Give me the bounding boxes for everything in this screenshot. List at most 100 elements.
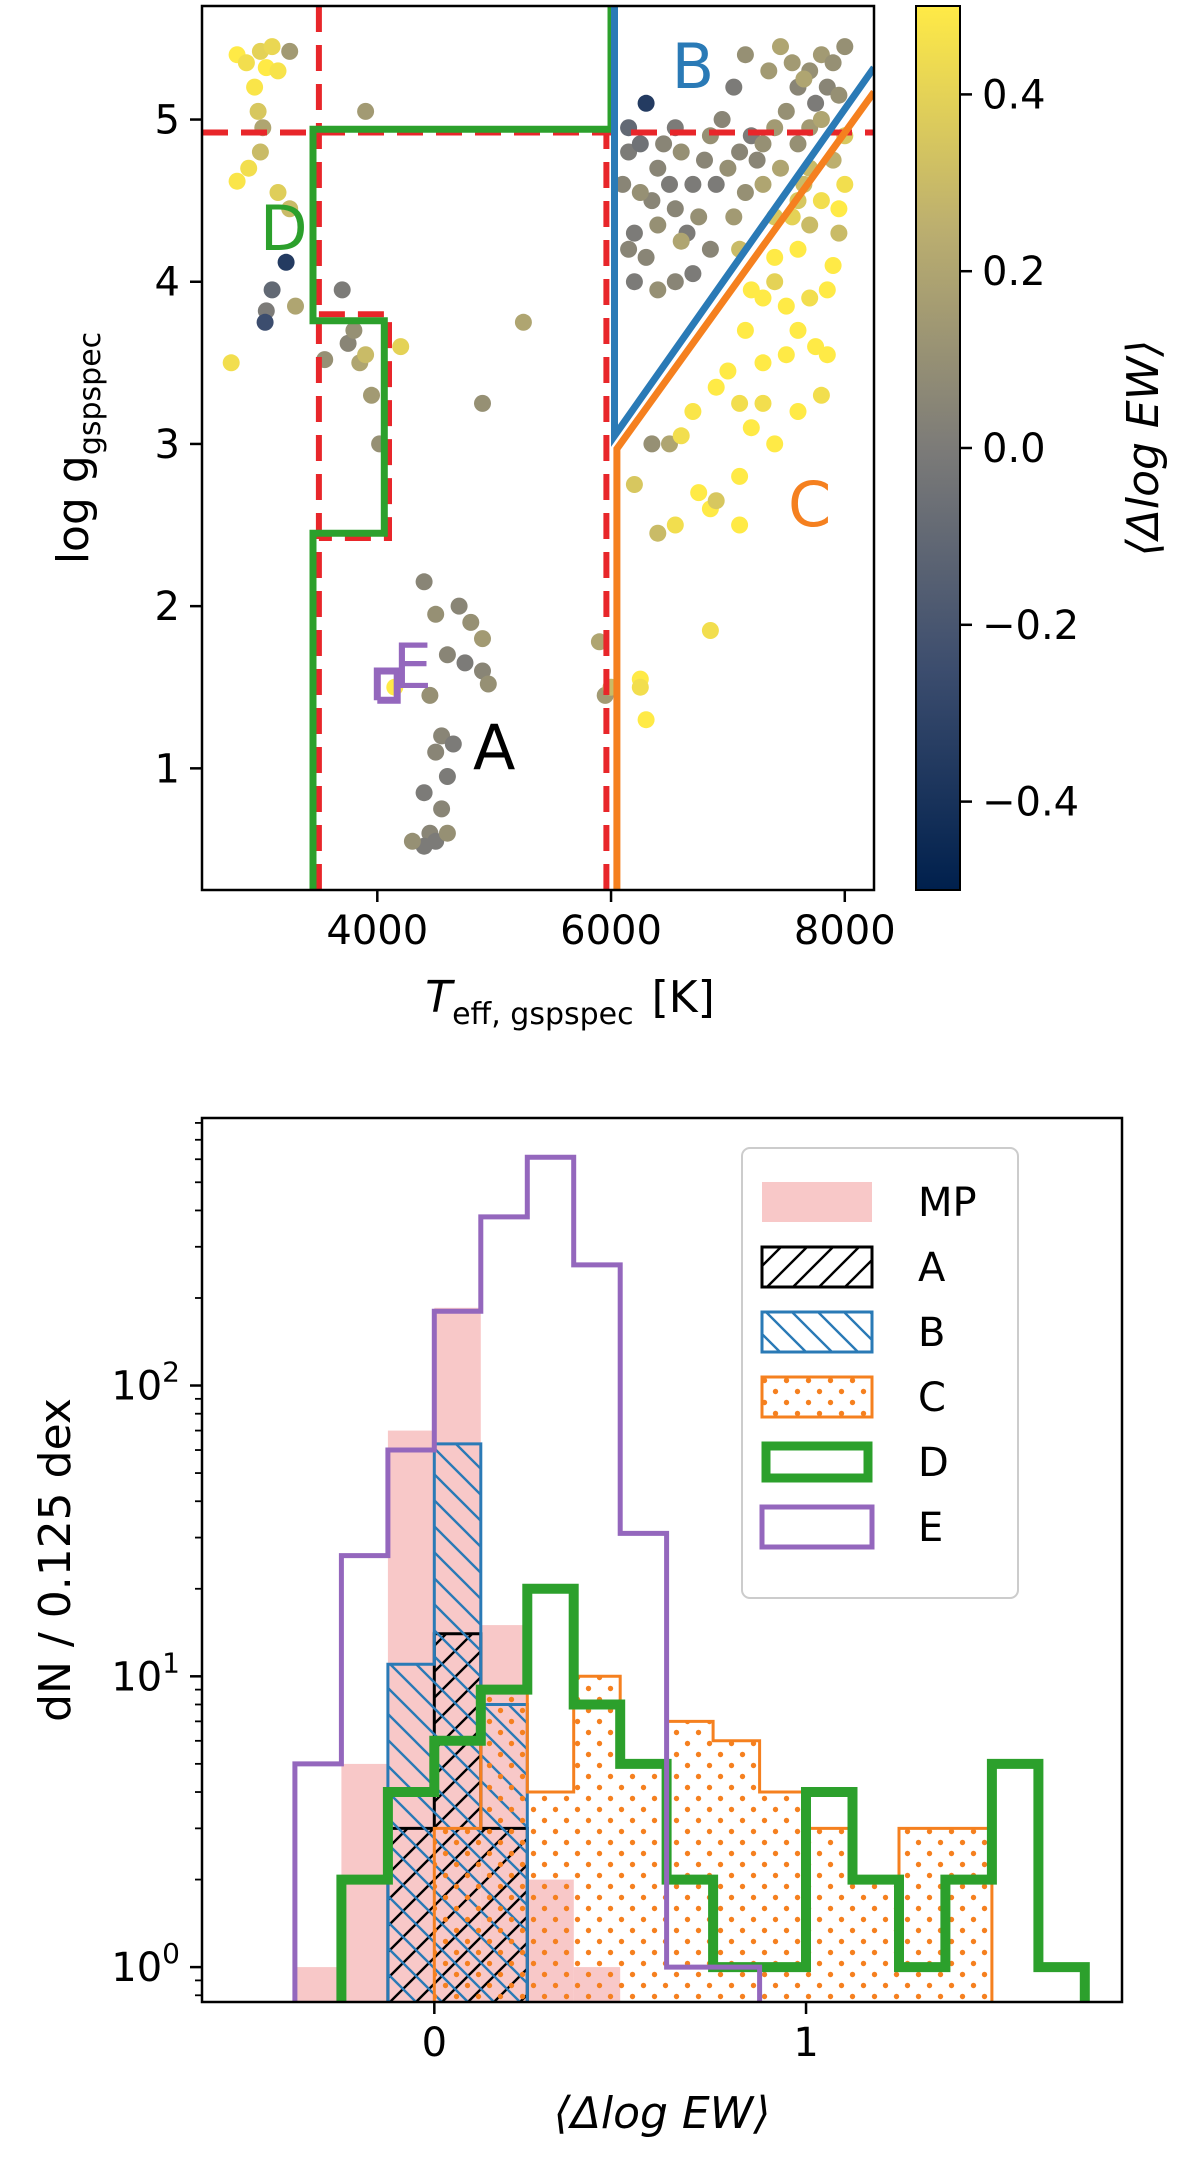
scatter-point-128 xyxy=(830,86,848,104)
scatter-point-83 xyxy=(801,289,819,307)
scatter-x-ticks: 4000 6000 8000 xyxy=(326,890,896,954)
hist-y-tick-exponent-1: 1 xyxy=(162,1646,180,1679)
hist-y-tick-base-0: 10 xyxy=(111,1945,162,1991)
histogram-x-axis-label: ⟨Δlog EW⟩ xyxy=(554,2088,771,2139)
region-label-D: D xyxy=(260,192,308,265)
scatter-point-31 xyxy=(415,573,433,591)
scatter-y-axis-label: log ggspspec xyxy=(48,332,108,564)
scatter-point-21 xyxy=(339,334,357,352)
hist-y-tick-label-2: 102 xyxy=(111,1356,180,1410)
scatter-point-45 xyxy=(415,784,433,802)
hist-y-tick-exponent-0: 0 xyxy=(162,1937,180,1970)
scatter-point-132 xyxy=(625,224,643,242)
scatter-y-tick-label-2: 3 xyxy=(155,422,180,468)
legend-swatch-D xyxy=(761,1441,873,1483)
scatter-point-11 xyxy=(228,172,246,190)
scatter-point-155 xyxy=(736,46,754,64)
scatter-point-144 xyxy=(631,184,649,201)
scatter-point-84 xyxy=(824,257,842,274)
scatter-point-67 xyxy=(690,484,708,502)
scatter-point-158 xyxy=(713,111,731,128)
hist-x-tick-label-0: 0 xyxy=(422,2020,447,2066)
boundary-B xyxy=(611,6,874,447)
scatter-point-73 xyxy=(701,622,719,639)
legend-label-E: E xyxy=(918,1505,943,1551)
scatter-point-119 xyxy=(777,102,795,120)
scatter-point-89 xyxy=(836,175,854,193)
scatter-point-154 xyxy=(760,62,778,80)
scatter-point-163 xyxy=(830,224,848,242)
colorbar-tick-label-0: 0.4 xyxy=(982,72,1046,118)
scatter-point-153 xyxy=(812,111,830,128)
scatter-point-87 xyxy=(789,240,807,258)
scatter-point-14 xyxy=(277,253,295,271)
scatter-point-1 xyxy=(237,54,255,72)
scatter-point-27 xyxy=(357,102,375,120)
scatter-point-137 xyxy=(690,208,708,226)
scatter-point-54 xyxy=(514,313,532,331)
scatter-point-64 xyxy=(672,427,690,445)
hist-MP-bar-0 xyxy=(294,1967,342,2002)
scatter-y-tick-label-3: 4 xyxy=(155,260,180,306)
ylabel-main: log g xyxy=(48,455,99,564)
region-label-A: A xyxy=(473,711,515,784)
hist-y-tick-exponent-2: 2 xyxy=(162,1356,180,1389)
scatter-x-tick-label-1: 6000 xyxy=(560,908,662,954)
scatter-point-25 xyxy=(363,386,380,404)
xlabel-main: T xyxy=(425,972,455,1023)
scatter-point-66 xyxy=(707,378,725,396)
scatter-point-70 xyxy=(666,516,684,534)
colorbar-tick-label-1: 0.2 xyxy=(982,249,1046,295)
scatter-y-ticks: 1 2 3 4 5 xyxy=(155,98,202,792)
scatter-point-117 xyxy=(754,135,772,153)
scatter-point-113 xyxy=(707,175,725,193)
scatter-point-103 xyxy=(818,281,836,299)
scatter-point-93 xyxy=(830,200,848,218)
boundary-E xyxy=(373,667,401,704)
scatter-point-123 xyxy=(824,54,842,72)
scatter-point-16 xyxy=(222,354,240,372)
xlabel-unit: [K] xyxy=(652,972,715,1023)
scatter-point-140 xyxy=(666,273,684,291)
colorbar-gradient xyxy=(915,5,961,891)
scatter-point-111 xyxy=(684,175,702,193)
scatter-point-69 xyxy=(649,524,667,542)
scatter-point-77 xyxy=(766,435,784,453)
legend-swatch-MP xyxy=(762,1182,872,1222)
scatter-point-49 xyxy=(438,824,456,842)
scatter-point-112 xyxy=(696,151,713,169)
scatter-point-78 xyxy=(789,403,807,420)
ylabel-sub: gspspec xyxy=(73,332,108,455)
scatter-x-axis-label: Teff, gspspec [K] xyxy=(425,972,715,1032)
region-label-B: B xyxy=(672,30,715,103)
scatter-point-143 xyxy=(620,240,638,258)
scatter-point-72 xyxy=(731,516,749,534)
scatter-point-5 xyxy=(263,38,281,56)
scatter-point-107 xyxy=(649,159,667,177)
hist-y-tick-label-0: 100 xyxy=(111,1937,180,1991)
scatter-point-88 xyxy=(812,192,830,210)
colorbar-ticks: 0.4 0.2 0.0 −0.2 −0.4 xyxy=(960,72,1079,826)
scatter-point-35 xyxy=(474,630,491,648)
legend-label-MP: MP xyxy=(918,1180,977,1226)
scatter-point-129 xyxy=(807,94,825,112)
scatter-point-9 xyxy=(240,159,258,177)
scatter-point-108 xyxy=(661,175,678,193)
scatter-point-106 xyxy=(631,135,649,153)
region-label-C: C xyxy=(788,468,831,541)
scatter-point-46 xyxy=(433,800,451,818)
scatter-point-24 xyxy=(345,321,363,339)
histogram-plot-frame xyxy=(200,1116,1124,2004)
scatter-point-59 xyxy=(637,711,655,729)
scatter-point-130 xyxy=(637,94,655,112)
legend-label-C: C xyxy=(918,1375,946,1421)
scatter-panel: A B C D E 4000 6000 8000 1 2 3 4 5 Teff, gspspec [K… xyxy=(48,4,896,1032)
hist-C-step xyxy=(432,1674,994,2002)
scatter-point-10 xyxy=(251,143,269,161)
scatter-point-157 xyxy=(725,78,743,96)
scatter-point-6 xyxy=(269,62,287,80)
scatter-point-126 xyxy=(795,70,813,88)
